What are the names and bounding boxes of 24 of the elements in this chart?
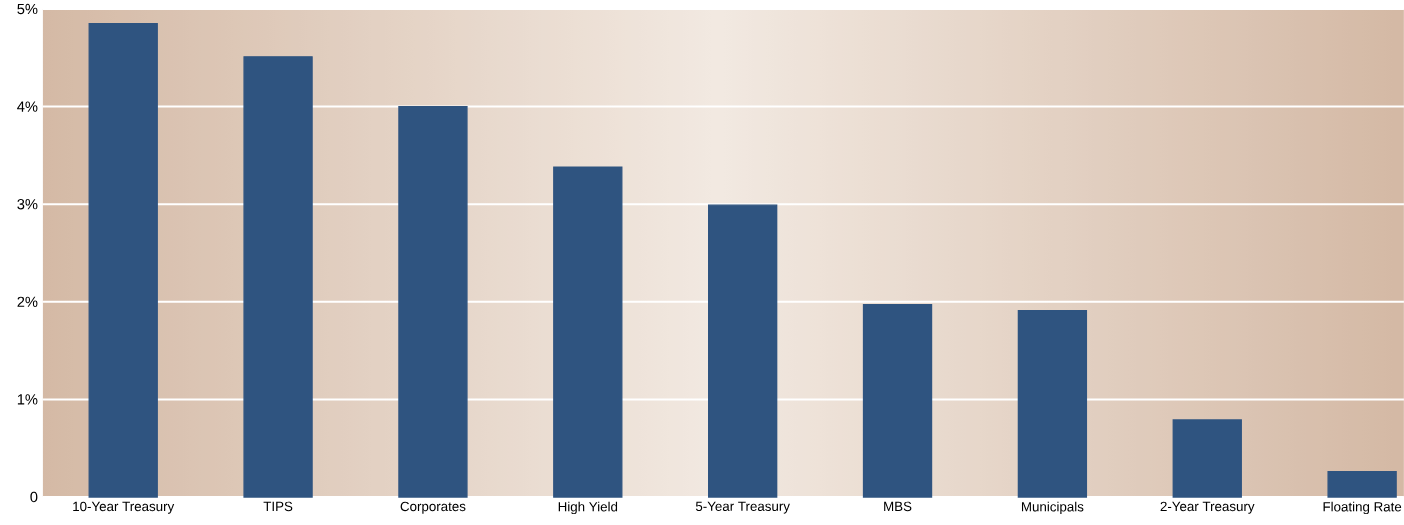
y-tick-label: 4% <box>17 101 38 112</box>
y-tick-label: 2% <box>17 296 38 307</box>
bar <box>88 22 158 498</box>
bar <box>553 166 623 498</box>
y-tick-label: 3% <box>17 199 38 210</box>
y-tick-label: 0 <box>30 491 38 503</box>
bar <box>243 56 313 498</box>
x-tick-label: TIPS <box>263 501 293 512</box>
x-tick-label: Municipals <box>1021 501 1084 515</box>
x-tick-label: MBS <box>884 501 912 512</box>
x-tick-label: 10-Year Treasury <box>73 501 175 514</box>
y-tick-label: 1% <box>17 394 38 405</box>
bar <box>708 204 778 498</box>
bar <box>1017 309 1088 498</box>
bar <box>1327 470 1397 498</box>
x-tick-label: 2-Year Treasury <box>1160 501 1255 514</box>
x-tick-label: Floating Rate <box>1323 501 1402 515</box>
x-tick-label: High Yield <box>558 501 618 515</box>
bar <box>862 304 933 498</box>
x-tick-label: Corporates <box>400 501 466 514</box>
y-tick-label: 5% <box>17 3 38 15</box>
bar <box>1172 419 1242 498</box>
bar <box>398 105 468 498</box>
x-tick-label: 5-Year Treasury <box>695 501 790 514</box>
